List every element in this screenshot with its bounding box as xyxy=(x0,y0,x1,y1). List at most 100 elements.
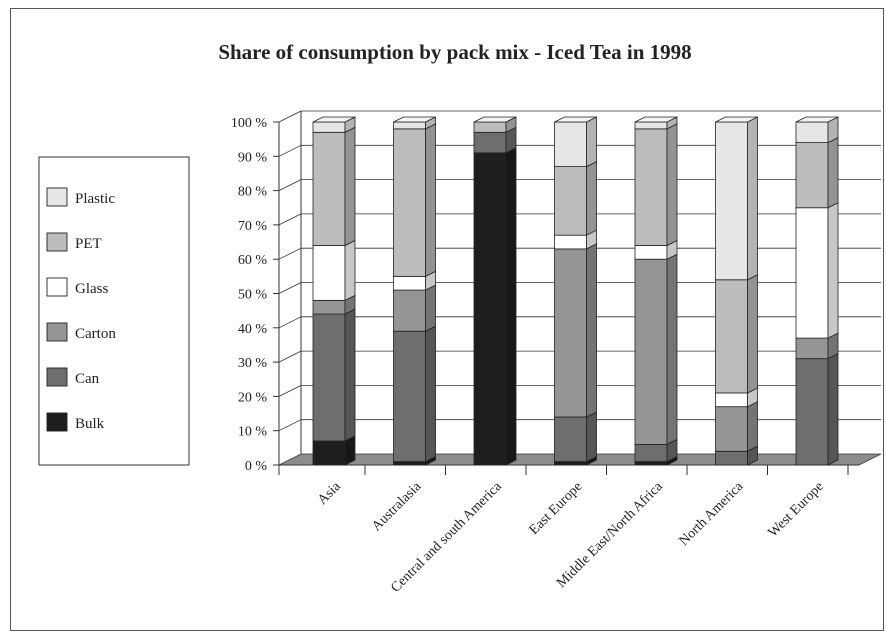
legend-label: Bulk xyxy=(75,416,105,432)
bar-segment-glass xyxy=(393,275,426,291)
x-tick-label: Asia xyxy=(315,479,344,508)
bar-segment-side xyxy=(747,401,758,452)
bar-segment-bulk xyxy=(312,440,346,466)
bar-segment-side xyxy=(425,325,436,463)
y-tick-label: 80 % xyxy=(238,185,268,200)
gridline-diag xyxy=(278,179,302,191)
bar-segment-glass xyxy=(554,234,587,250)
bar-stack xyxy=(634,116,678,466)
bar-segment-side xyxy=(344,126,356,247)
legend-swatch xyxy=(46,412,68,432)
bar-top-cap xyxy=(554,116,597,123)
bar-stack xyxy=(312,116,356,466)
bar-segment-plastic xyxy=(715,121,748,281)
bar-segment-glass xyxy=(715,392,748,408)
gridline-diag xyxy=(278,350,302,363)
bar-segment-glass xyxy=(312,245,346,301)
bar-segment-side xyxy=(425,284,436,332)
x-tick-label: West Europe xyxy=(766,479,827,540)
chart-title: Share of consumption by pack mix - Iced … xyxy=(218,40,691,64)
bar-segment-can xyxy=(554,416,587,462)
bar-segment-can xyxy=(312,313,346,442)
legend-swatch xyxy=(46,232,68,252)
gridline-diag xyxy=(278,213,302,226)
x-tick-label: East Europe xyxy=(527,479,586,538)
bar-segment-pet xyxy=(393,128,426,277)
bar-segment-side xyxy=(425,123,436,277)
bar-top-cap xyxy=(795,116,839,123)
y-tick-label: 100 % xyxy=(231,116,268,131)
legend-swatch xyxy=(46,367,68,387)
bar-segment-pet xyxy=(795,142,829,209)
gridline-diag xyxy=(278,316,302,329)
bar-segment-side xyxy=(747,274,758,394)
y-tick-label: 20 % xyxy=(238,390,268,405)
gridline-diag xyxy=(278,419,302,432)
bar-segment-can xyxy=(393,330,426,462)
bar-segment-carton xyxy=(393,289,426,332)
y-tick-label: 90 % xyxy=(238,150,268,165)
bar-segment-bulk xyxy=(473,152,507,466)
stacked-bar-chart: Share of consumption by pack mix - Iced … xyxy=(38,40,882,596)
bar-segment-side xyxy=(827,202,839,339)
bar-segment-pet xyxy=(312,131,346,246)
legend-swatch xyxy=(46,187,68,207)
y-tick-label: 40 % xyxy=(238,322,268,337)
legend-label: Carton xyxy=(75,326,116,342)
legend-swatch xyxy=(46,277,68,297)
bar-top-cap xyxy=(393,116,436,123)
bar-segment-plastic xyxy=(312,121,346,133)
x-tick-label: North America xyxy=(677,479,747,549)
legend-label: Can xyxy=(75,371,100,387)
bar-segment-side xyxy=(747,116,758,281)
y-tick-label: 60 % xyxy=(238,253,268,268)
bar-segment-side xyxy=(666,253,678,446)
bar-stack xyxy=(473,116,517,466)
bar-stack xyxy=(795,116,839,466)
y-tick-label: 70 % xyxy=(238,219,268,234)
bar-stack xyxy=(715,116,758,466)
bar-segment-plastic xyxy=(795,121,829,143)
bar-segment-carton xyxy=(634,258,668,445)
legend-label: PET xyxy=(75,236,102,252)
gridline-diag xyxy=(278,247,302,260)
bar-top-cap xyxy=(634,116,678,123)
bar-segment-side xyxy=(586,411,597,463)
bar-segment-pet xyxy=(473,121,507,133)
bar-segment-carton xyxy=(554,248,587,418)
bar-segment-side xyxy=(827,353,839,466)
bar-segment-side xyxy=(505,147,517,466)
y-tick-label: 50 % xyxy=(238,288,268,303)
bar-segment-plastic xyxy=(554,121,587,167)
chart-frame: Share of consumption by pack mix - Iced … xyxy=(10,8,884,631)
bar-segment-pet xyxy=(554,166,587,236)
bar-segment-carton xyxy=(795,337,829,360)
bar-segment-side xyxy=(586,243,597,418)
bar-segment-glass xyxy=(795,207,829,339)
y-tick-label: 0 % xyxy=(245,459,268,474)
gridline-diag xyxy=(278,385,302,397)
bar-stack xyxy=(393,116,436,466)
bar-segment-can xyxy=(715,450,748,466)
bar-segment-bulk xyxy=(554,461,587,466)
bar-segment-can xyxy=(473,131,507,154)
bar-segment-carton xyxy=(715,406,748,452)
y-tick-label: 30 % xyxy=(238,356,268,371)
bar-segment-can xyxy=(634,444,668,462)
legend-swatch xyxy=(46,322,68,342)
y-tick-label: 10 % xyxy=(238,425,268,440)
bar-segment-plastic xyxy=(393,121,426,130)
legend: Plastic PET Glass Carton Can Bulk xyxy=(38,156,190,466)
bar-segment-glass xyxy=(634,245,668,260)
legend-label: Glass xyxy=(75,281,108,297)
gridline-diag xyxy=(278,282,302,294)
gridline-diag xyxy=(278,144,302,157)
bar-segment-can xyxy=(795,358,829,466)
bar-segment-carton xyxy=(312,299,346,315)
bar-segment-side xyxy=(586,160,597,236)
bar-top-cap xyxy=(312,116,356,123)
bar-segment-plastic xyxy=(634,121,668,130)
bar-segment-pet xyxy=(715,279,748,394)
bar-stack xyxy=(554,116,597,466)
bar-segment-side xyxy=(586,116,597,168)
